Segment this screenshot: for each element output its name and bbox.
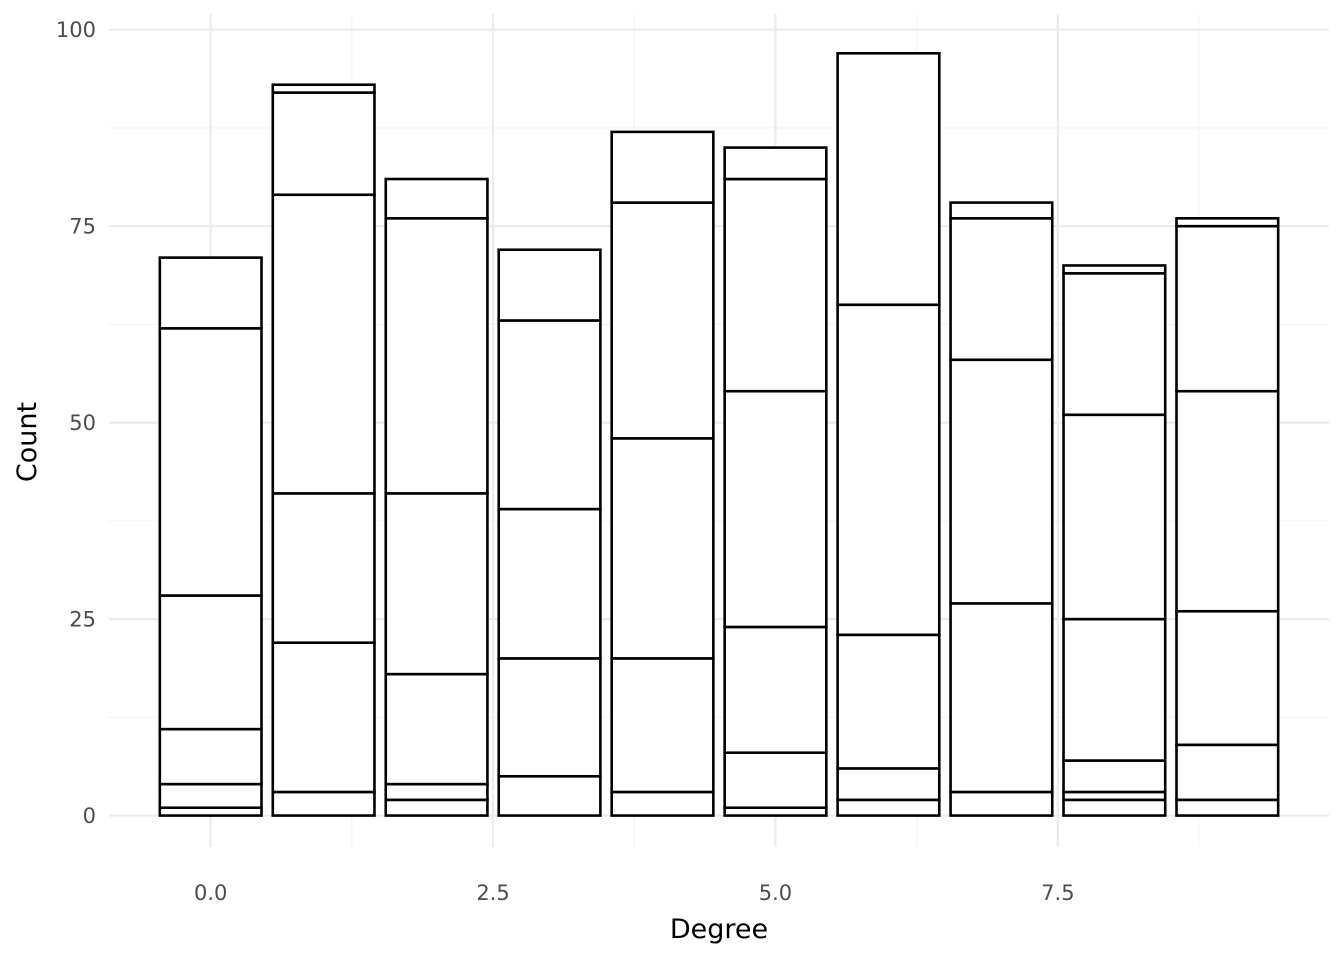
bar-segment: [836, 767, 941, 802]
bar-segment: [949, 358, 1054, 605]
bar-1: [271, 83, 376, 817]
bar-segment: [949, 201, 1054, 220]
bar-segment: [723, 146, 828, 181]
bar-segment: [1175, 743, 1280, 802]
bars-layer: [158, 51, 1280, 817]
bar-segment: [1062, 413, 1167, 621]
y-tick-label: 100: [56, 18, 96, 42]
bar-8: [1062, 264, 1167, 817]
bar-9: [1175, 217, 1280, 817]
bar-segment: [384, 672, 489, 786]
bar-segment: [384, 217, 489, 495]
bar-segment: [384, 492, 489, 676]
bar-5: [723, 146, 828, 817]
bar-segment: [158, 782, 263, 810]
bar-segment: [836, 633, 941, 770]
bar-segment: [497, 657, 602, 778]
bar-segment: [271, 193, 376, 495]
bar-segment: [158, 327, 263, 597]
y-tick-label: 25: [69, 608, 96, 632]
bar-0: [158, 256, 263, 817]
bar-segment: [723, 389, 828, 629]
bar-4: [610, 130, 715, 817]
bar-segment: [384, 782, 489, 802]
bar-segment: [1062, 272, 1167, 417]
bar-segment: [1062, 759, 1167, 794]
bar-segment: [1175, 798, 1280, 817]
y-tick-label: 0: [83, 804, 96, 828]
bar-segment: [610, 657, 715, 794]
bar-7: [949, 201, 1054, 817]
y-axis-tick-labels: 0 25 50 75 100: [56, 18, 96, 828]
bar-segment: [949, 602, 1054, 794]
bar-segment: [271, 83, 376, 94]
bar-segment: [1062, 264, 1167, 275]
bar-segment: [1062, 617, 1167, 762]
bar-segment: [158, 256, 263, 330]
bar-segment: [384, 798, 489, 817]
bar-segment: [836, 798, 941, 817]
bar-segment: [497, 248, 602, 322]
bar-segment: [497, 319, 602, 511]
y-axis-title: Count: [12, 402, 43, 482]
x-tick-label: 7.5: [1041, 881, 1074, 905]
bar-segment: [949, 217, 1054, 362]
bar-segment: [271, 641, 376, 794]
bar-segment: [723, 177, 828, 393]
x-tick-label: 5.0: [759, 881, 792, 905]
bar-segment: [610, 130, 715, 204]
bar-segment: [1175, 389, 1280, 613]
bar-segment: [1175, 217, 1280, 228]
bar-segment: [271, 91, 376, 197]
x-axis-title: Degree: [670, 914, 768, 945]
x-axis-tick-labels: 0.0 2.5 5.0 7.5: [194, 881, 1075, 905]
bar-segment: [610, 201, 715, 440]
bar-segment: [610, 790, 715, 817]
bar-segment: [836, 303, 941, 637]
bar-segment: [384, 177, 489, 220]
bar-segment: [271, 790, 376, 817]
bar-segment: [723, 625, 828, 754]
bar-segment: [949, 790, 1054, 817]
bar-segment: [1175, 609, 1280, 747]
y-tick-label: 50: [69, 411, 96, 435]
bar-segment: [497, 774, 602, 817]
bar-segment: [610, 437, 715, 660]
bar-segment: [497, 507, 602, 660]
x-tick-label: 0.0: [194, 881, 227, 905]
y-tick-label: 75: [69, 215, 96, 239]
bar-segment: [271, 492, 376, 644]
bar-3: [497, 248, 602, 817]
bar-6: [836, 51, 941, 817]
bar-segment: [158, 727, 263, 786]
x-tick-label: 2.5: [476, 881, 509, 905]
bar-segment: [1062, 798, 1167, 817]
bar-segment: [836, 51, 941, 307]
bar-segment: [723, 751, 828, 810]
bar-segment: [1175, 224, 1280, 393]
bar-2: [384, 177, 489, 817]
bar-segment: [158, 594, 263, 731]
